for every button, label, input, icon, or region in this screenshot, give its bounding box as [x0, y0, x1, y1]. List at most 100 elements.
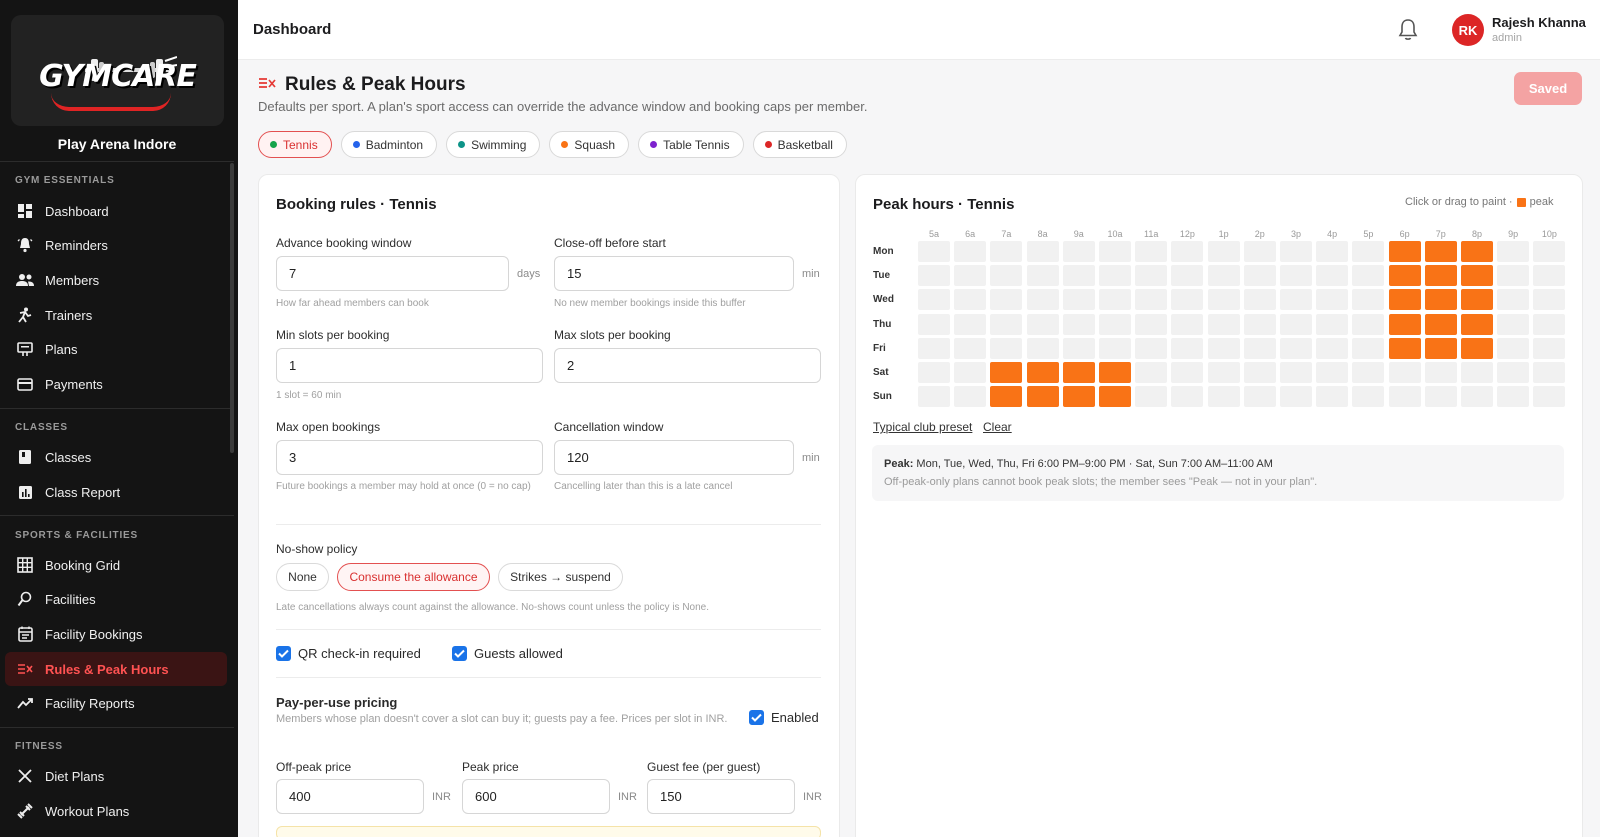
heatmap-cell[interactable]: [1135, 386, 1168, 408]
heatmap-cell[interactable]: [1316, 337, 1349, 359]
heatmap-cell[interactable]: [1280, 362, 1312, 383]
heatmap-cell[interactable]: [1461, 313, 1493, 335]
heatmap-cell[interactable]: [1388, 289, 1421, 311]
heatmap-cell[interactable]: [918, 265, 950, 287]
heatmap-cell[interactable]: [954, 386, 987, 408]
heatmap-cell[interactable]: [1497, 265, 1530, 287]
heatmap-cell[interactable]: [1243, 362, 1276, 383]
heatmap-cell[interactable]: [1135, 362, 1168, 383]
heatmap-cell[interactable]: [1280, 313, 1312, 335]
heatmap-cell[interactable]: [1062, 386, 1095, 408]
heatmap-cell[interactable]: [1207, 337, 1240, 359]
heatmap-cell[interactable]: [954, 362, 987, 383]
heatmap-cell[interactable]: [1243, 265, 1276, 287]
heatmap-cell[interactable]: [1316, 265, 1349, 287]
heatmap-cell[interactable]: [1424, 313, 1457, 335]
heatmap-cell[interactable]: [1352, 313, 1385, 335]
heatmap-cell[interactable]: [1243, 241, 1276, 262]
heatmap-cell[interactable]: [1533, 241, 1566, 262]
tab-basketball[interactable]: Basketball: [752, 131, 847, 158]
heatmap-cell[interactable]: [1280, 241, 1312, 262]
heatmap-cell[interactable]: [1026, 337, 1059, 359]
sidebar-scrollbar[interactable]: [230, 163, 234, 453]
heatmap-cell[interactable]: [1062, 265, 1095, 287]
heatmap-cell[interactable]: [1171, 265, 1204, 287]
heatmap-cell[interactable]: [1316, 362, 1349, 383]
heatmap-cell[interactable]: [1424, 386, 1457, 408]
heatmap-cell[interactable]: [990, 241, 1023, 262]
heatmap-cell[interactable]: [1497, 241, 1530, 262]
sidebar-item-booking-grid[interactable]: Booking Grid: [5, 548, 227, 582]
heatmap-cell[interactable]: [1352, 289, 1385, 311]
heatmap-cell[interactable]: [1461, 241, 1493, 262]
heatmap-cell[interactable]: [1062, 337, 1095, 359]
heatmap-cell[interactable]: [954, 241, 987, 262]
heatmap-cell[interactable]: [1497, 386, 1530, 408]
heatmap-cell[interactable]: [1352, 386, 1385, 408]
heatmap-cell[interactable]: [1243, 289, 1276, 311]
heatmap-cell[interactable]: [1424, 337, 1457, 359]
heatmap-cell[interactable]: [1497, 289, 1530, 311]
heatmap-cell[interactable]: [1026, 313, 1059, 335]
heatmap-cell[interactable]: [1243, 386, 1276, 408]
heatmap-cell[interactable]: [1207, 289, 1240, 311]
heatmap-cell[interactable]: [1062, 289, 1095, 311]
heatmap-cell[interactable]: [1352, 241, 1385, 262]
heatmap-cell[interactable]: [1026, 265, 1059, 287]
heatmap-cell[interactable]: [1424, 362, 1457, 383]
heatmap-cell[interactable]: [990, 289, 1023, 311]
heatmap-cell[interactable]: [1280, 386, 1312, 408]
heatmap-cell[interactable]: [1207, 386, 1240, 408]
advance-window-input[interactable]: 7: [276, 256, 509, 291]
tab-table-tennis[interactable]: Table Tennis: [638, 131, 744, 158]
heatmap-cell[interactable]: [918, 362, 950, 383]
heatmap-cell[interactable]: [1533, 289, 1566, 311]
guests-allowed-checkbox[interactable]: [452, 646, 467, 661]
heatmap-cell[interactable]: [1316, 386, 1349, 408]
heatmap-cell[interactable]: [990, 386, 1023, 408]
heatmap-cell[interactable]: [954, 337, 987, 359]
heatmap-cell[interactable]: [918, 289, 950, 311]
heatmap-cell[interactable]: [1171, 337, 1204, 359]
sidebar-item-dashboard[interactable]: Dashboard: [5, 194, 227, 228]
offpeak-price-input[interactable]: 400: [276, 779, 424, 814]
max-slots-input[interactable]: 2: [554, 348, 821, 383]
guest-fee-input[interactable]: 150: [647, 779, 795, 814]
tab-squash[interactable]: Squash: [549, 131, 630, 158]
heatmap-cell[interactable]: [1352, 362, 1385, 383]
heatmap-cell[interactable]: [1388, 386, 1421, 408]
min-slots-input[interactable]: 1: [276, 348, 543, 383]
sidebar-item-facility-reports[interactable]: Facility Reports: [5, 686, 227, 720]
heatmap-cell[interactable]: [1243, 313, 1276, 335]
saved-button[interactable]: Saved: [1514, 72, 1582, 105]
sidebar-item-payments[interactable]: Payments: [5, 367, 227, 401]
heatmap-cell[interactable]: [1533, 265, 1566, 287]
heatmap-cell[interactable]: [1533, 337, 1566, 359]
heatmap-cell[interactable]: [1533, 362, 1566, 383]
heatmap-cell[interactable]: [1388, 362, 1421, 383]
noshow-option-consume[interactable]: Consume the allowance: [337, 563, 490, 591]
sidebar-item-classes[interactable]: Classes: [5, 440, 227, 474]
tab-badminton[interactable]: Badminton: [340, 131, 438, 158]
heatmap-cell[interactable]: [1135, 241, 1168, 262]
heatmap-cell[interactable]: [1388, 337, 1421, 359]
heatmap-cell[interactable]: [1135, 337, 1168, 359]
heatmap-cell[interactable]: [1461, 265, 1493, 287]
heatmap-cell[interactable]: [1099, 289, 1131, 311]
heatmap-cell[interactable]: [918, 241, 950, 262]
tab-swimming[interactable]: Swimming: [446, 131, 541, 158]
heatmap-cell[interactable]: [1171, 289, 1204, 311]
heatmap-cell[interactable]: [1461, 362, 1493, 383]
heatmap-cell[interactable]: [1062, 241, 1095, 262]
heatmap-cell[interactable]: [1424, 289, 1457, 311]
heatmap-cell[interactable]: [1099, 313, 1131, 335]
heatmap-cell[interactable]: [1280, 337, 1312, 359]
heatmap-cell[interactable]: [1026, 289, 1059, 311]
heatmap-cell[interactable]: [954, 313, 987, 335]
heatmap-cell[interactable]: [1388, 265, 1421, 287]
heatmap-cell[interactable]: [1533, 313, 1566, 335]
qr-checkin-checkbox[interactable]: [276, 646, 291, 661]
heatmap-cell[interactable]: [1316, 289, 1349, 311]
heatmap-cell[interactable]: [1062, 362, 1095, 383]
heatmap-cell[interactable]: [990, 337, 1023, 359]
